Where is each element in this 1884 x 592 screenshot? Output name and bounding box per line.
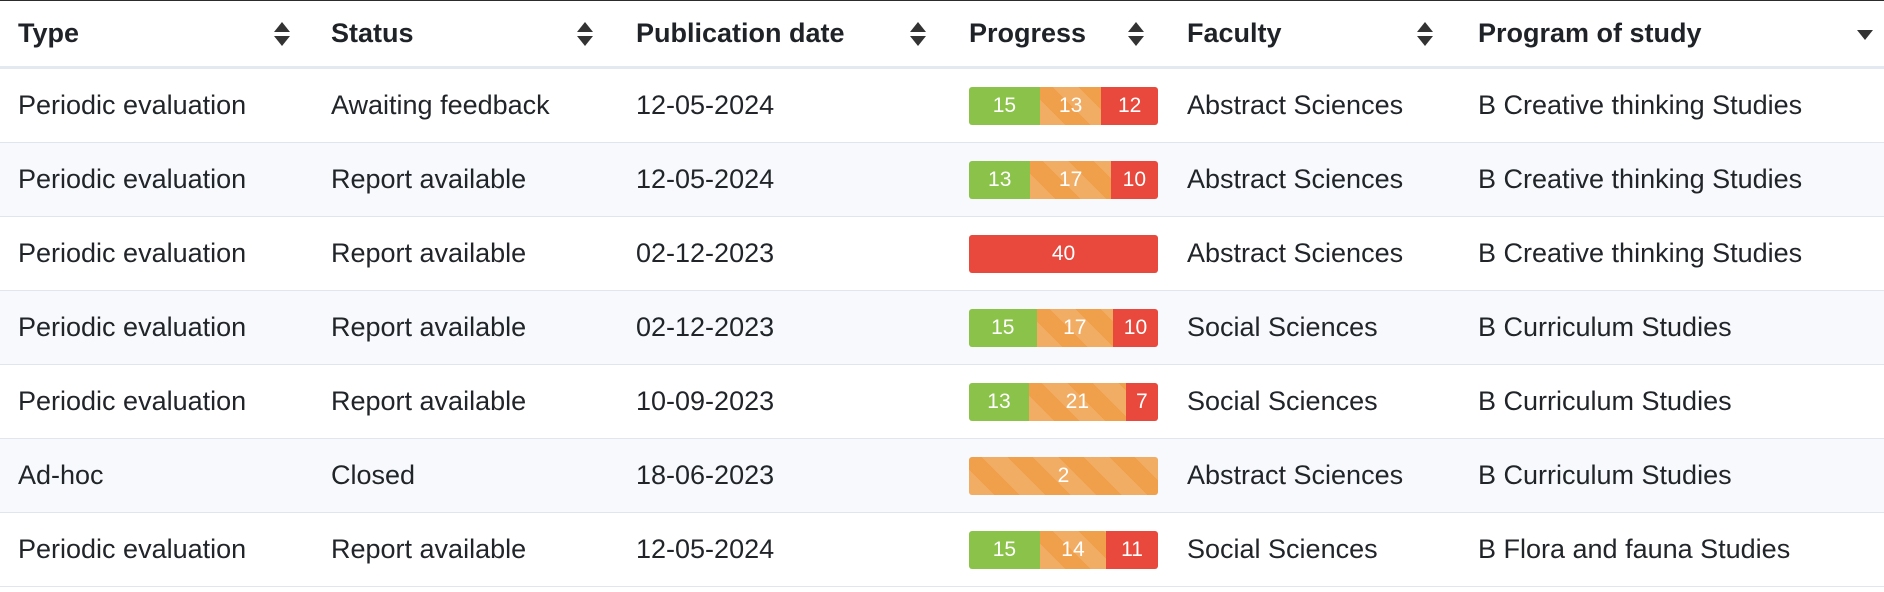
sort-both-icon[interactable] <box>1127 21 1145 47</box>
progress-segment-red: 10 <box>1110 160 1158 199</box>
table-row[interactable]: Periodic evaluation Report available 12-05… <box>0 513 1884 587</box>
table-body: Periodic evaluation Awaiting feedback 12-0… <box>0 69 1884 587</box>
cell-status: Awaiting feedback <box>331 90 550 120</box>
column-header-faculty[interactable]: Faculty <box>1169 1 1458 66</box>
cell-status: Closed <box>331 460 416 490</box>
cell-faculty: Social Sciences <box>1187 386 1378 416</box>
cell-status: Report available <box>331 534 527 564</box>
cell-progress: 2 <box>951 439 1169 512</box>
cell-publication-date: 02-12-2023 <box>636 312 775 342</box>
progress-segment-red: 10 <box>1112 308 1158 347</box>
cell-publication-date: 12-05-2024 <box>636 164 775 194</box>
cell-publication-date: 02-12-2023 <box>636 238 775 268</box>
cell-type: Periodic evaluation <box>18 312 247 342</box>
progress-bar: 13 21 7 <box>969 382 1158 421</box>
cell-progress: 13 17 10 <box>951 143 1169 216</box>
sort-both-icon[interactable] <box>576 21 594 47</box>
progress-segment-red: 11 <box>1106 530 1158 569</box>
cell-status: Report available <box>331 164 527 194</box>
cell-progress: 40 <box>951 217 1169 290</box>
cell-faculty: Abstract Sciences <box>1187 460 1404 490</box>
cell-progress: 13 21 7 <box>951 365 1169 438</box>
sort-both-icon[interactable] <box>273 21 291 47</box>
cell-type: Periodic evaluation <box>18 386 247 416</box>
cell-faculty: Abstract Sciences <box>1187 238 1404 268</box>
cell-progress: 15 13 12 <box>951 69 1169 142</box>
cell-status: Report available <box>331 386 527 416</box>
progress-segment-red: 12 <box>1101 86 1158 125</box>
cell-program-of-study: B Curriculum Studies <box>1478 312 1732 342</box>
sort-both-icon[interactable] <box>1416 21 1434 47</box>
table-row[interactable]: Periodic evaluation Report available 10-09… <box>0 365 1884 439</box>
table-row[interactable]: Periodic evaluation Report available 12-05… <box>0 143 1884 217</box>
table-header-row: Type Status Publication date Progress Fa… <box>0 1 1884 69</box>
progress-segment-green: 13 <box>969 382 1029 421</box>
cell-publication-date: 10-09-2023 <box>636 386 775 416</box>
progress-segment-green: 15 <box>969 308 1037 347</box>
cell-status: Report available <box>331 238 527 268</box>
cell-program-of-study: B Creative thinking Studies <box>1478 238 1803 268</box>
column-header-label: Publication date <box>636 18 845 48</box>
column-header-program-of-study[interactable]: Program of study <box>1458 1 1884 66</box>
progress-segment-orange: 21 <box>1028 382 1126 421</box>
progress-bar: 15 13 12 <box>969 86 1158 125</box>
cell-publication-date: 18-06-2023 <box>636 460 775 490</box>
cell-status: Report available <box>331 312 527 342</box>
column-header-label: Program of study <box>1478 18 1702 48</box>
column-header-label: Type <box>18 18 80 48</box>
progress-segment-red: 40 <box>969 234 1158 273</box>
cell-type: Periodic evaluation <box>18 534 247 564</box>
progress-bar: 2 <box>969 456 1158 495</box>
cell-type: Periodic evaluation <box>18 238 247 268</box>
progress-segment-green: 15 <box>969 86 1040 125</box>
cell-program-of-study: B Creative thinking Studies <box>1478 90 1803 120</box>
column-header-type[interactable]: Type <box>0 1 315 66</box>
progress-segment-orange: 2 <box>969 456 1158 495</box>
cell-type: Periodic evaluation <box>18 164 247 194</box>
column-header-label: Faculty <box>1187 18 1282 48</box>
progress-segment-orange: 14 <box>1039 530 1107 569</box>
cell-progress: 15 17 10 <box>951 291 1169 364</box>
progress-segment-green: 13 <box>969 160 1031 199</box>
cell-type: Ad-hoc <box>18 460 104 490</box>
column-header-label: Progress <box>969 18 1087 48</box>
column-header-label: Status <box>331 18 414 48</box>
cell-program-of-study: B Flora and fauna Studies <box>1478 534 1791 564</box>
cell-faculty: Abstract Sciences <box>1187 164 1404 194</box>
cell-program-of-study: B Curriculum Studies <box>1478 386 1732 416</box>
table-row[interactable]: Periodic evaluation Report available 02-12… <box>0 217 1884 291</box>
progress-segment-orange: 17 <box>1036 308 1113 347</box>
cell-progress: 15 14 11 <box>951 513 1169 586</box>
table-row[interactable]: Periodic evaluation Awaiting feedback 12-0… <box>0 69 1884 143</box>
cell-faculty: Social Sciences <box>1187 312 1378 342</box>
progress-segment-orange: 17 <box>1030 160 1111 199</box>
cell-faculty: Abstract Sciences <box>1187 90 1404 120</box>
column-header-progress[interactable]: Progress <box>951 1 1169 66</box>
cell-program-of-study: B Curriculum Studies <box>1478 460 1732 490</box>
progress-bar: 15 14 11 <box>969 530 1158 569</box>
cell-publication-date: 12-05-2024 <box>636 90 775 120</box>
progress-bar: 15 17 10 <box>969 308 1158 347</box>
progress-segment-red: 7 <box>1125 382 1158 421</box>
sort-desc-icon[interactable] <box>1856 21 1874 47</box>
table-row[interactable]: Ad-hoc Closed 18-06-2023 2 Abstract Sciences… <box>0 439 1884 513</box>
progress-bar: 13 17 10 <box>969 160 1158 199</box>
cell-faculty: Social Sciences <box>1187 534 1378 564</box>
column-header-status[interactable]: Status <box>315 1 618 66</box>
progress-segment-green: 15 <box>969 530 1040 569</box>
column-header-publication-date[interactable]: Publication date <box>618 1 951 66</box>
progress-segment-orange: 13 <box>1039 86 1102 125</box>
table-row[interactable]: Periodic evaluation Report available 02-12… <box>0 291 1884 365</box>
sort-both-icon[interactable] <box>909 21 927 47</box>
cell-type: Periodic evaluation <box>18 90 247 120</box>
progress-bar: 40 <box>969 234 1158 273</box>
cell-program-of-study: B Creative thinking Studies <box>1478 164 1803 194</box>
cell-publication-date: 12-05-2024 <box>636 534 775 564</box>
